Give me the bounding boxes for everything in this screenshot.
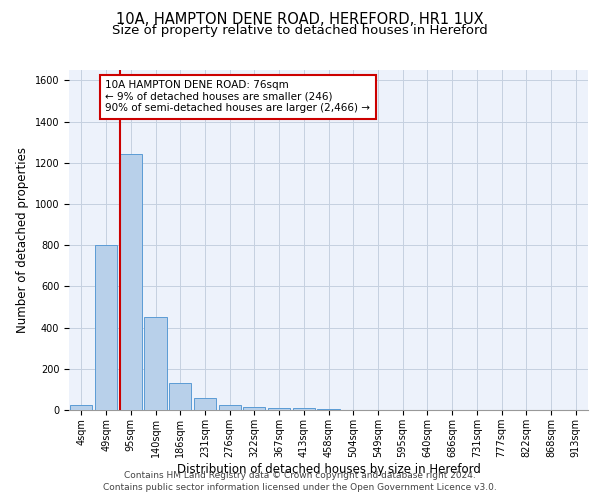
- Bar: [243, 407, 265, 410]
- Text: Size of property relative to detached houses in Hereford: Size of property relative to detached ho…: [112, 24, 488, 37]
- Bar: [119, 154, 142, 410]
- Bar: [145, 318, 167, 410]
- Bar: [218, 405, 241, 410]
- Text: 10A HAMPTON DENE ROAD: 76sqm
← 9% of detached houses are smaller (246)
90% of se: 10A HAMPTON DENE ROAD: 76sqm ← 9% of det…: [106, 80, 370, 114]
- Text: Contains public sector information licensed under the Open Government Licence v3: Contains public sector information licen…: [103, 482, 497, 492]
- X-axis label: Distribution of detached houses by size in Hereford: Distribution of detached houses by size …: [176, 462, 481, 475]
- Bar: [70, 405, 92, 410]
- Y-axis label: Number of detached properties: Number of detached properties: [16, 147, 29, 333]
- Bar: [194, 398, 216, 410]
- Text: 10A, HAMPTON DENE ROAD, HEREFORD, HR1 1UX: 10A, HAMPTON DENE ROAD, HEREFORD, HR1 1U…: [116, 12, 484, 28]
- Bar: [268, 408, 290, 410]
- Bar: [317, 409, 340, 410]
- Bar: [169, 383, 191, 410]
- Bar: [293, 408, 315, 410]
- Bar: [95, 245, 117, 410]
- Text: Contains HM Land Registry data © Crown copyright and database right 2024.: Contains HM Land Registry data © Crown c…: [124, 472, 476, 480]
